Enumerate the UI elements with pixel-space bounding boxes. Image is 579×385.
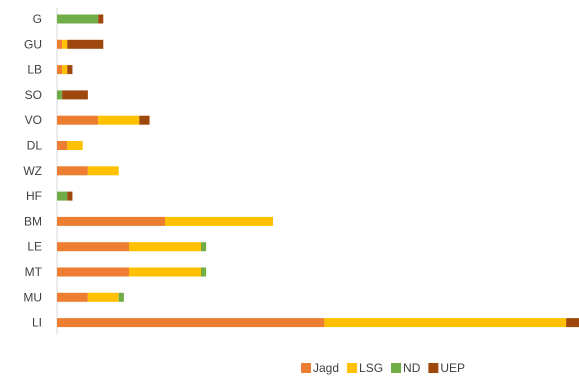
category-label-dl: DL [27,139,43,153]
category-label-wz: WZ [23,164,42,178]
bars-layer [57,14,579,328]
category-label-le: LE [27,240,42,254]
category-label-g: G [33,12,42,26]
bar-hf-uep [67,191,73,201]
category-label-lb: LB [27,63,42,77]
bar-g-nd [57,14,99,24]
legend-swatch-uep [428,363,439,373]
category-label-hf: HF [26,189,42,203]
legend-swatch-lsg [347,363,358,373]
bar-mu-lsg [87,292,119,302]
bar-dl-lsg [67,141,83,150]
bar-gu-lsg [62,39,68,49]
category-labels: G GU LB SO VO DL WZ HF BM LE MT MU LI [23,12,42,330]
bar-lb-uep [67,65,73,75]
bar-bm-jagd [57,216,165,226]
bar-mt-lsg [129,267,201,277]
category-label-mt: MT [25,265,43,279]
legend-label-jagd: Jagd [313,361,339,375]
bar-li-jagd [57,318,325,328]
category-label-li: LI [32,316,42,330]
category-label-gu: GU [24,37,42,51]
bar-wz-lsg [87,166,119,176]
bar-lb-lsg [62,65,68,75]
legend-swatch-jagd [301,363,311,373]
legend-item-lsg: LSG [347,361,383,375]
bar-bm-lsg [165,216,273,226]
bar-mt-nd [201,267,207,277]
legend: Jagd LSG ND UEP [301,361,465,375]
bar-g-uep [98,14,104,24]
bar-gu-jagd [57,39,63,49]
bar-dl-jagd [57,141,68,150]
bar-li-lsg [324,318,567,328]
legend-item-uep: UEP [428,361,465,375]
bar-gu-uep [67,39,104,49]
bar-le-lsg [129,242,201,252]
category-label-bm: BM [24,214,42,228]
bar-vo-jagd [57,115,99,125]
bar-wz-jagd [57,166,88,176]
bar-le-jagd [57,242,129,252]
bar-vo-lsg [98,115,140,125]
bar-le-nd [201,242,207,252]
bar-li-uep [566,318,579,328]
legend-item-jagd: Jagd [301,361,339,375]
bar-mu-nd [118,292,124,302]
bar-vo-uep [139,115,150,125]
bar-lb-jagd [57,65,63,75]
legend-label-nd: ND [403,361,421,375]
bar-so-uep [62,90,88,100]
legend-swatch-nd [391,363,402,373]
category-label-so: SO [25,88,42,102]
bar-mu-jagd [57,292,88,302]
category-label-mu: MU [23,290,42,304]
bar-mt-jagd [57,267,129,277]
bar-hf-nd [57,191,68,201]
legend-item-nd: ND [391,361,421,375]
legend-label-lsg: LSG [359,361,383,375]
legend-label-uep: UEP [440,361,465,375]
bar-so-nd [57,90,63,100]
category-label-vo: VO [25,113,42,127]
